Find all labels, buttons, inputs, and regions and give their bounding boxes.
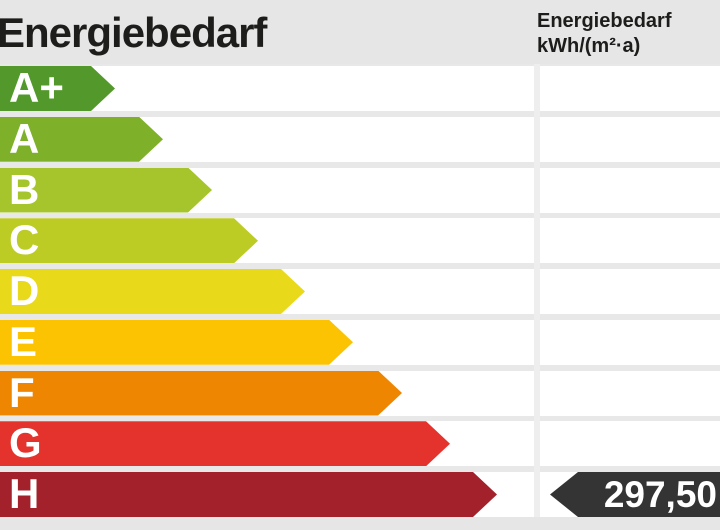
energy-class-row: A+	[0, 66, 720, 111]
energy-class-row: D	[0, 269, 720, 314]
energy-class-bar-c: C	[0, 218, 258, 263]
energy-class-letter: F	[9, 368, 35, 416]
energy-class-bar-aplus: A+	[0, 66, 115, 111]
energy-class-letter: B	[9, 165, 40, 213]
label-header: Energiebedarf Energiebedarf kWh/(m²·a)	[0, 0, 720, 64]
energy-class-bar-e: E	[0, 320, 353, 365]
energy-class-row: B	[0, 168, 720, 213]
value-column-header: Energiebedarf kWh/(m²·a)	[537, 9, 671, 59]
energy-class-letter: H	[9, 470, 40, 517]
energy-scale-rows: A+ A B C D E F G H 297,50	[0, 64, 720, 517]
page-title: Energiebedarf	[0, 9, 267, 56]
energy-class-bar-a: A	[0, 117, 163, 162]
energy-class-bar-f: F	[0, 371, 402, 416]
energy-value-badge: 297,50	[550, 472, 720, 517]
energy-class-letter: G	[9, 419, 42, 467]
energy-class-bar-h: H	[0, 472, 497, 517]
label-footer	[0, 517, 720, 530]
energy-value-text: 297,50	[603, 474, 717, 515]
energy-class-row: A	[0, 117, 720, 162]
energy-class-row: G	[0, 421, 720, 467]
energy-class-bar-b: B	[0, 168, 212, 213]
energy-class-row: C	[0, 218, 720, 264]
column-separator	[534, 64, 540, 517]
energy-class-row: F	[0, 371, 720, 416]
value-column-header-line2: kWh/(m²·a)	[537, 35, 641, 57]
energy-class-letter: A	[9, 114, 40, 162]
energy-class-bar-d: D	[0, 269, 305, 314]
value-column-header-line1: Energiebedarf	[537, 10, 672, 32]
energy-class-bar-g: G	[0, 421, 450, 466]
energy-class-row: E	[0, 320, 720, 365]
energy-class-row: H 297,50	[0, 472, 720, 517]
energy-class-letter: D	[9, 267, 40, 314]
energy-class-letter: C	[9, 216, 40, 264]
energy-class-letter: A+	[9, 64, 64, 111]
energy-class-letter: E	[9, 317, 38, 365]
